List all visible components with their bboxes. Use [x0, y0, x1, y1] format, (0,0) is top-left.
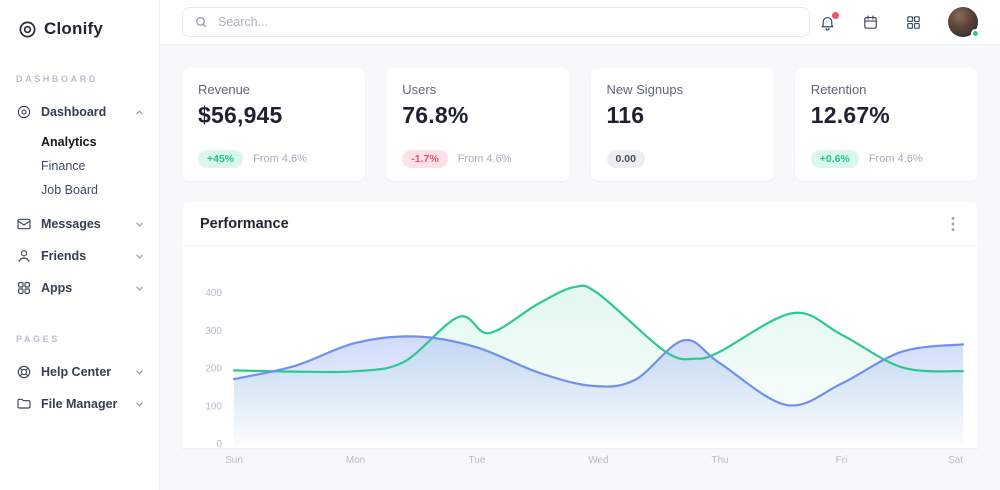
sidebar: Clonify DASHBOARD Dashboard Analytics Finan… [0, 0, 160, 490]
sidebar-item-apps[interactable]: Apps [0, 272, 159, 304]
search-icon [194, 15, 208, 29]
series-green-line [232, 284, 965, 374]
stat-card-users: Users 76.8% -1.7% From 4.6% [386, 68, 570, 181]
topbar [160, 0, 1000, 45]
sidebar-item-dashboard[interactable]: Dashboard [0, 96, 159, 128]
stat-sub-text: From 4.6% [253, 152, 307, 165]
y-axis-tick: 200 [205, 364, 222, 375]
nav-section-label: PAGES [16, 334, 60, 344]
stat-label: Users [402, 82, 437, 97]
series-blue-line [232, 335, 965, 407]
sidebar-nav: DASHBOARD Dashboard Analytics Finance Job Bo… [0, 74, 159, 420]
bell-button[interactable] [819, 11, 839, 31]
performance-card: Performance 0 100 200 300 400 Sun Mon Tue Wed Thu… [182, 202, 978, 466]
folder-icon [16, 396, 32, 412]
nav-section-label: DASHBOARD [16, 74, 98, 84]
stat-label: New Signups [606, 82, 684, 97]
stat-change-badge: 0.00 [606, 149, 645, 168]
stat-footer: -1.7% From 4.6% [402, 149, 553, 168]
grid-icon [16, 280, 32, 296]
sidebar-subitem-job-board[interactable]: Job Board [41, 183, 98, 197]
sidebar-subitem-finance[interactable]: Finance [41, 159, 86, 173]
brand-logo-icon [18, 20, 37, 39]
stats-row: Revenue $56,945 +45% From 4.6% Users 76.8% -1.… [182, 68, 978, 181]
x-axis-label: Sun [225, 455, 243, 466]
sidebar-item-label: Messages [41, 217, 101, 231]
calendar-icon [862, 14, 879, 31]
y-axis-tick: 100 [205, 401, 222, 412]
sidebar-item-friends[interactable]: Friends [0, 240, 159, 272]
series-blue-area [234, 336, 963, 444]
chevron-down-icon [134, 283, 145, 294]
stat-label: Retention [810, 82, 867, 97]
stat-sub-text: From 4.6% [868, 152, 923, 165]
sidebar-item-help-center[interactable]: Help Center [0, 356, 159, 388]
stat-sub-text: From 4.6% [457, 152, 512, 165]
stat-value: $56,945 [198, 102, 283, 128]
stat-footer: +45% From 4.6% [198, 149, 349, 168]
sidebar-subitems: Analytics Finance Job Board [0, 128, 159, 208]
apps-button[interactable] [905, 14, 922, 31]
stat-change-badge: +0.6% [810, 149, 859, 168]
disc-icon [16, 104, 32, 120]
stat-value: 12.67% [810, 102, 890, 128]
chevron-down-icon [134, 251, 145, 262]
lifebuoy-icon [16, 364, 32, 380]
stat-card-new-signups: New Signups 116 0.00 [590, 68, 774, 181]
brand-logo[interactable]: Clonify [0, 14, 159, 44]
y-axis-tick: 300 [205, 326, 222, 337]
sidebar-item-messages[interactable]: Messages [0, 208, 159, 240]
x-axis-label: Wed [588, 455, 608, 466]
sidebar-item-label: Help Center [41, 365, 112, 379]
kebab-menu-button[interactable] [944, 214, 962, 234]
chevron-down-icon [134, 219, 145, 230]
stat-value: 76.8% [402, 102, 469, 128]
sidebar-item-label: Apps [41, 281, 73, 295]
bell-icon [819, 14, 836, 31]
x-axis-label: Mon [346, 455, 365, 466]
y-axis-tick: 400 [205, 288, 222, 299]
sidebar-subitem-analytics[interactable]: Analytics [41, 135, 97, 149]
sidebar-item-file-manager[interactable]: File Manager [0, 388, 159, 420]
topbar-actions [819, 7, 980, 38]
chevron-down-icon [134, 367, 145, 378]
search-input[interactable] [216, 14, 798, 30]
chevron-down-icon [134, 399, 145, 410]
chevron-up-icon [134, 107, 145, 118]
online-status-dot [971, 29, 980, 38]
sidebar-item-label: File Manager [41, 397, 118, 411]
x-axis-label: Fri [836, 455, 848, 466]
chart-header: Performance [182, 202, 978, 246]
stat-label: Revenue [198, 82, 251, 97]
x-axis-label: Tue [469, 455, 486, 466]
brand-name: Clonify [44, 19, 104, 38]
notification-dot [832, 11, 839, 19]
sidebar-item-label: Dashboard [41, 105, 107, 119]
calendar-button[interactable] [862, 14, 879, 31]
sidebar-item-label: Friends [41, 249, 87, 263]
x-axis-label: Sat [948, 455, 963, 466]
performance-chart: 0 100 200 300 400 Sun Mon Tue Wed Thu Fri Sat [205, 284, 965, 466]
main-column: Revenue $56,945 +45% From 4.6% Users 76.8% -1.… [160, 0, 1000, 490]
stat-value: 116 [606, 102, 645, 128]
x-axis-label: Thu [711, 455, 728, 466]
stat-change-badge: +45% [198, 149, 244, 168]
chart-title: Performance [200, 216, 289, 232]
stat-change-badge: -1.7% [402, 149, 448, 168]
user-icon [16, 248, 32, 264]
avatar[interactable] [948, 7, 980, 38]
mail-icon [16, 216, 32, 232]
stat-card-revenue: Revenue $56,945 +45% From 4.6% [182, 68, 366, 181]
y-axis-tick: 0 [216, 439, 222, 450]
stat-footer: 0.00 [606, 149, 758, 168]
content-area: Revenue $56,945 +45% From 4.6% Users 76.8% -1.… [160, 45, 1000, 466]
apps-icon [905, 14, 922, 31]
stat-footer: +0.6% From 4.6% [810, 149, 962, 168]
stat-card-retention: Retention 12.67% +0.6% From 4.6% [794, 68, 978, 181]
search-box[interactable] [182, 7, 810, 37]
chart-body: 0 100 200 300 400 Sun Mon Tue Wed Thu Fri Sat [182, 246, 978, 490]
